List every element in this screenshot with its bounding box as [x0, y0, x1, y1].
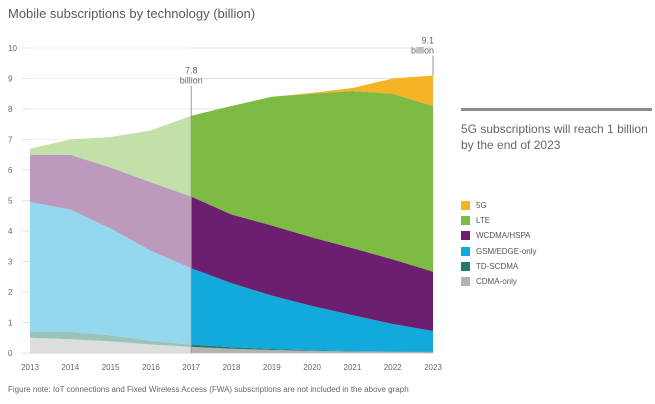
legend-label: TD-SCDMA [476, 261, 519, 271]
annotation-value: 9.1 [421, 35, 434, 45]
legend-swatch [461, 277, 470, 287]
x-tick-label: 2020 [303, 363, 321, 372]
y-axis-ticks: 0 1 2 3 4 5 6 7 8 9 10 [8, 44, 17, 358]
x-axis-ticks: 2013 2014 2015 2016 2017 2018 2019 2020 2021 2022… [21, 363, 442, 372]
legend-item: WCDMA/HSPA [461, 228, 536, 243]
annotation-value: 7.8 [185, 66, 198, 76]
legend-swatch [461, 216, 470, 226]
callout-divider [461, 108, 652, 111]
legend-item: CDMA-only [461, 274, 536, 289]
legend-swatch [461, 201, 470, 211]
legend-label: CDMA-only [476, 277, 517, 287]
legend-label: LTE [476, 216, 491, 226]
x-tick-label: 2017 [182, 363, 200, 372]
y-tick-label: 4 [8, 227, 13, 236]
y-tick-label: 7 [8, 136, 13, 145]
y-tick-label: 2 [8, 288, 13, 297]
x-tick-label: 2018 [223, 363, 241, 372]
historical-shade [30, 42, 192, 353]
chart-title: Mobile subscriptions by technology (bill… [8, 6, 256, 21]
annotation-unit: billion [411, 45, 434, 55]
legend-item: LTE [461, 213, 536, 228]
x-tick-label: 2015 [102, 363, 120, 372]
y-tick-label: 8 [8, 105, 13, 114]
y-tick-label: 10 [8, 44, 17, 53]
legend-label: 5G [476, 201, 487, 211]
y-tick-label: 1 [8, 319, 13, 328]
x-tick-label: 2021 [344, 363, 362, 372]
legend-swatch [461, 261, 470, 271]
y-tick-label: 5 [8, 197, 13, 206]
legend-item: GSM/EDGE-only [461, 244, 536, 259]
annotation-unit: billion [180, 76, 203, 86]
y-tick-label: 3 [8, 258, 13, 267]
legend-swatch [461, 231, 470, 241]
historical-overlay [30, 42, 192, 353]
x-tick-label: 2016 [142, 363, 160, 372]
legend-swatch [461, 246, 470, 256]
legend: 5G LTE WCDMA/HSPA GSM/EDGE-only TD-SCDMA CDMA… [461, 198, 536, 289]
legend-label: WCDMA/HSPA [476, 231, 531, 241]
x-tick-label: 2013 [21, 363, 39, 372]
y-tick-label: 0 [8, 349, 13, 358]
legend-item: TD-SCDMA [461, 259, 536, 274]
x-tick-label: 2023 [424, 363, 442, 372]
x-tick-label: 2022 [384, 363, 402, 372]
x-tick-label: 2014 [61, 363, 79, 372]
callout-text: 5G subscriptions will reach 1 billion by… [461, 122, 648, 152]
x-tick-label: 2019 [263, 363, 281, 372]
y-tick-label: 9 [8, 75, 13, 84]
area-5g [30, 75, 433, 149]
legend-label: GSM/EDGE-only [476, 246, 537, 256]
y-tick-label: 6 [8, 166, 13, 175]
legend-item: 5G [461, 198, 536, 213]
footnote: Figure note: IoT connections and Fixed W… [8, 385, 409, 394]
